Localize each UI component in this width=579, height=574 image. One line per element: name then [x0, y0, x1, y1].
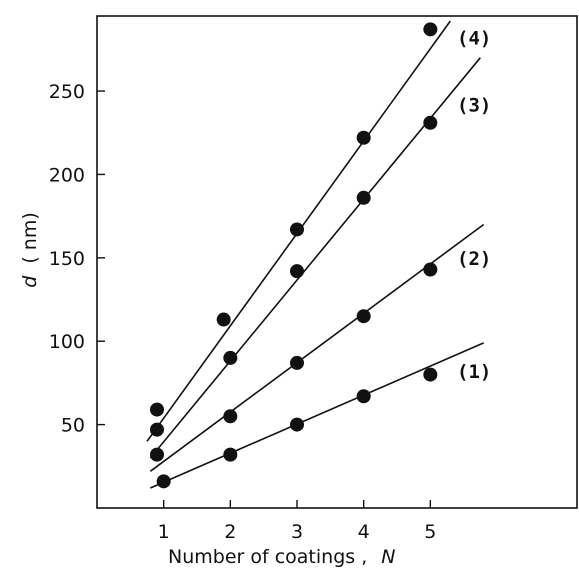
data-point-series-1-3 — [290, 417, 304, 432]
data-point-series-3-2 — [223, 350, 238, 365]
y-axis-label-symbol: d — [19, 275, 41, 288]
fit-line-series-2 — [149, 223, 485, 472]
data-point-series-4-5 — [423, 22, 438, 37]
axis-ticks: 1 2 3 4 5 50 100 150 200 250 — [49, 81, 437, 543]
x-tick-label-4: 4 — [358, 521, 370, 543]
series-label-1: (1) — [457, 361, 491, 383]
series-labels: (1) (2) (3) (4) — [457, 28, 491, 384]
fit-line-series-1 — [150, 342, 484, 489]
data-point-series-3-4 — [356, 190, 371, 205]
data-point-series-1-1 — [156, 474, 171, 489]
x-tick-label-1: 1 — [158, 521, 170, 543]
data-point-series-4-4 — [356, 130, 371, 145]
y-tick-label-50: 50 — [61, 415, 85, 437]
fit-lines — [146, 20, 485, 489]
data-point-series-1-2 — [223, 447, 238, 462]
series-label-4: (4) — [457, 28, 491, 50]
y-tick-label-250: 250 — [49, 81, 85, 103]
data-point-series-2-4 — [356, 309, 371, 324]
series-label-3: (3) — [457, 94, 491, 116]
y-tick-label-100: 100 — [49, 331, 85, 353]
x-tick-label-5: 5 — [424, 521, 436, 543]
data-point-series-3-3 — [290, 264, 304, 279]
data-point-series-2-2 — [223, 409, 238, 424]
data-point-series-2-3 — [290, 355, 304, 370]
x-axis-label: Number of coatings , N — [168, 546, 396, 568]
data-point-series-4-3 — [290, 222, 304, 237]
series-label-2: (2) — [457, 248, 491, 270]
data-point-series-2-1 — [150, 447, 164, 462]
x-tick-label-3: 3 — [291, 521, 303, 543]
data-point-series-1-4 — [356, 389, 371, 404]
y-tick-label-200: 200 — [49, 164, 85, 186]
y-tick-label-150: 150 — [49, 248, 85, 270]
data-point-series-3-1 — [150, 422, 164, 437]
data-points — [150, 22, 438, 489]
y-axis-label: d ( nm) — [19, 212, 41, 288]
x-tick-label-2: 2 — [224, 521, 236, 543]
plot-frame — [96, 15, 578, 509]
data-point-series-1-5 — [423, 367, 438, 382]
data-point-series-4-1 — [150, 402, 164, 417]
data-point-series-4-2 — [216, 312, 231, 327]
y-axis-label-unit: ( nm) — [19, 212, 41, 263]
data-point-series-3-5 — [423, 115, 438, 130]
x-axis-label-symbol: N — [381, 546, 395, 568]
data-point-series-2-5 — [423, 262, 438, 277]
